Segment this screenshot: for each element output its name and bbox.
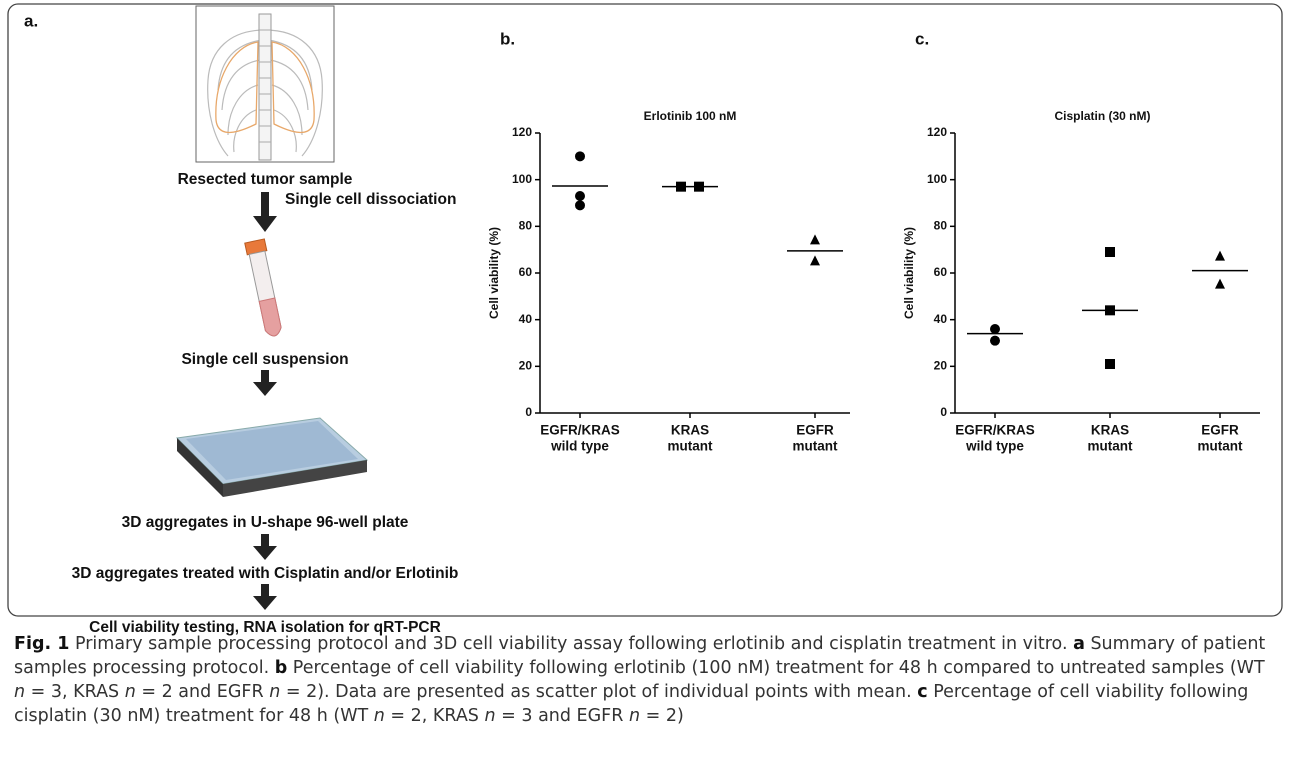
caption-text: Fig. 1	[14, 634, 70, 654]
y-tick-label: 60	[934, 265, 948, 279]
caption-text: = 2 and EGFR	[135, 682, 270, 702]
data-point	[1105, 247, 1115, 257]
arrow	[253, 584, 277, 610]
caption-text: n	[373, 706, 385, 726]
x-tick-label: KRAS	[1091, 423, 1129, 438]
caption-text: n	[269, 682, 281, 702]
y-tick-label: 80	[519, 219, 533, 233]
caption-text: Summary of patient samples processing pr…	[14, 634, 1266, 678]
step-label: Single cell suspension	[181, 351, 348, 368]
data-point	[990, 324, 1000, 334]
data-point	[575, 200, 585, 211]
data-point	[810, 234, 820, 245]
caption-text: = 2)	[640, 706, 684, 726]
caption-text: b	[274, 658, 288, 678]
caption-text: = 3, KRAS	[25, 682, 125, 702]
y-tick-label: 120	[927, 125, 947, 139]
chart-title: Cisplatin (30 nM)	[1054, 109, 1150, 123]
figure-frame	[7, 3, 1283, 617]
x-tick-label: mutant	[793, 439, 839, 454]
tube-illustration	[244, 238, 282, 337]
chart-title: Erlotinib 100 nM	[644, 109, 737, 123]
caption-text: n	[124, 682, 136, 702]
x-tick-label: EGFR/KRAS	[955, 423, 1035, 438]
x-tick-label: mutant	[1198, 439, 1244, 454]
x-tick-label: mutant	[1088, 439, 1134, 454]
x-tick-label: mutant	[668, 439, 714, 454]
data-point	[1105, 359, 1115, 369]
y-tick-label: 0	[940, 405, 947, 419]
data-point	[575, 151, 585, 162]
step-label: Cell viability testing, RNA isolation fo…	[89, 619, 441, 636]
arrow	[253, 192, 277, 232]
caption-text: n	[14, 682, 26, 702]
panel-label: b.	[500, 29, 515, 48]
lung-illustration	[195, 5, 335, 163]
y-axis-label: Cell viability (%)	[487, 227, 501, 319]
y-tick-label: 0	[525, 405, 532, 419]
x-tick-label: KRAS	[671, 423, 709, 438]
arrow-label: Single cell dissociation	[285, 191, 456, 208]
caption-text: n	[484, 706, 496, 726]
plate-illustration	[175, 417, 369, 497]
caption-text: Primary sample processing protocol and 3…	[69, 634, 1074, 654]
caption: Fig. 1 Primary sample processing protoco…	[14, 632, 1276, 728]
x-tick-label: wild type	[550, 439, 609, 454]
panel-label: c.	[915, 29, 929, 48]
step-label: 3D aggregates in U-shape 96-well plate	[122, 514, 409, 531]
x-tick-label: EGFR	[1201, 423, 1239, 438]
panel-label: a.	[24, 11, 38, 30]
data-point	[810, 255, 820, 266]
arrow	[253, 534, 277, 560]
caption-text: Percentage of cell viability following e…	[287, 658, 1265, 678]
y-tick-label: 40	[934, 312, 948, 326]
x-tick-label: EGFR/KRAS	[540, 423, 620, 438]
y-tick-label: 120	[512, 125, 532, 139]
caption-text: c	[917, 682, 928, 702]
figure: a. Resected tumor sample Single cell dis…	[7, 3, 1283, 636]
data-point	[990, 335, 1000, 346]
y-tick-label: 100	[927, 172, 947, 186]
x-tick-label: wild type	[965, 439, 1024, 454]
step-label: Resected tumor sample	[178, 171, 353, 188]
data-point	[575, 191, 585, 201]
caption-text: = 2, KRAS	[384, 706, 485, 726]
step-label: 3D aggregates treated with Cisplatin and…	[72, 565, 459, 582]
y-axis-label: Cell viability (%)	[902, 227, 916, 319]
caption-text: = 2). Data are presented as scatter plot…	[280, 682, 918, 702]
y-tick-label: 20	[519, 359, 533, 373]
arrow	[253, 370, 277, 396]
y-tick-label: 20	[934, 359, 948, 373]
data-point	[1215, 250, 1225, 261]
y-tick-label: 40	[519, 312, 533, 326]
y-tick-label: 80	[934, 219, 948, 233]
y-tick-label: 100	[512, 172, 532, 186]
caption-text: Percentage of cell viability following c…	[14, 682, 1249, 726]
caption-text: a	[1073, 634, 1085, 654]
data-point	[1215, 278, 1225, 289]
caption-text: = 3 and EGFR	[495, 706, 629, 726]
y-tick-label: 60	[519, 265, 533, 279]
caption-text: n	[628, 706, 641, 726]
x-tick-label: EGFR	[796, 423, 834, 438]
